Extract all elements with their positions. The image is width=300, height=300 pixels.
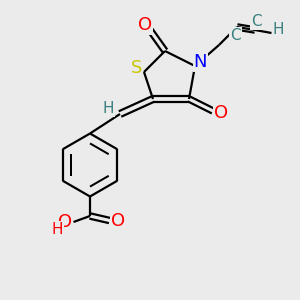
Text: S: S bbox=[131, 59, 142, 77]
Text: C: C bbox=[251, 14, 262, 29]
Text: O: O bbox=[214, 103, 229, 122]
Text: C: C bbox=[230, 28, 241, 43]
Text: N: N bbox=[194, 53, 207, 71]
Text: H: H bbox=[272, 22, 284, 38]
Text: H: H bbox=[103, 101, 114, 116]
Text: H: H bbox=[51, 222, 63, 237]
Text: O: O bbox=[111, 212, 125, 230]
Text: O: O bbox=[58, 213, 72, 231]
Text: O: O bbox=[137, 16, 152, 34]
